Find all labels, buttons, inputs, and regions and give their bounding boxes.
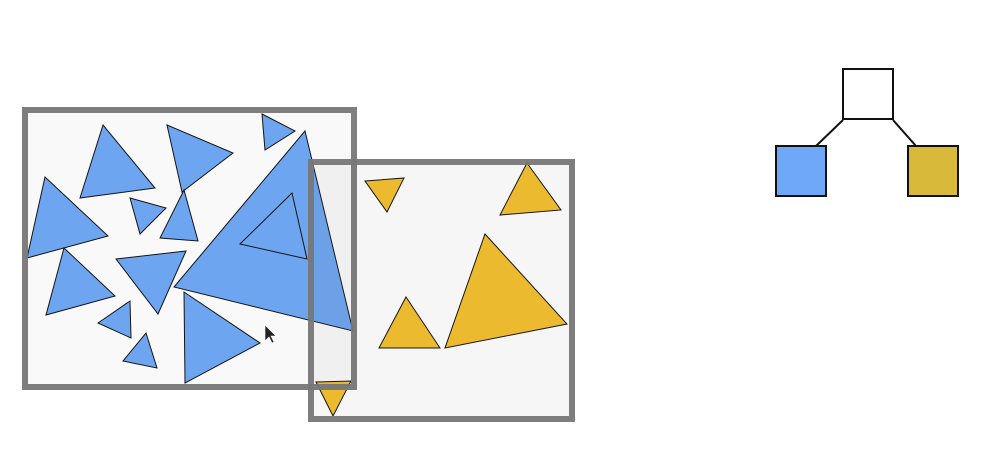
blue-triangle — [96, 300, 132, 339]
blue-triangle — [26, 176, 109, 259]
bounding-box-gold — [308, 159, 575, 422]
hierarchy-tree — [775, 68, 959, 197]
blue-triangle — [261, 113, 297, 151]
blue-triangle — [183, 291, 261, 384]
tree-edge-left — [815, 119, 844, 147]
blue-triangle — [129, 197, 167, 235]
tree-child-gold — [907, 145, 959, 197]
blue-triangle — [79, 123, 156, 199]
tree-root-node — [842, 68, 894, 120]
blue-triangle — [159, 188, 199, 242]
mouse-pointer-icon — [264, 324, 277, 344]
gold-triangle — [378, 296, 441, 349]
tree-edge-right — [892, 119, 917, 147]
gold-triangle — [499, 162, 562, 216]
gold-triangle — [364, 177, 405, 213]
gold-triangle-group — [315, 162, 568, 418]
blue-triangle-inner — [238, 192, 308, 260]
blue-triangle — [166, 124, 234, 193]
blue-triangle — [45, 247, 116, 316]
gold-triangle-large — [444, 233, 568, 349]
bounding-box-blue — [22, 107, 357, 390]
blue-triangle — [122, 331, 158, 369]
tree-child-blue — [775, 145, 827, 197]
blue-triangle — [115, 250, 187, 315]
